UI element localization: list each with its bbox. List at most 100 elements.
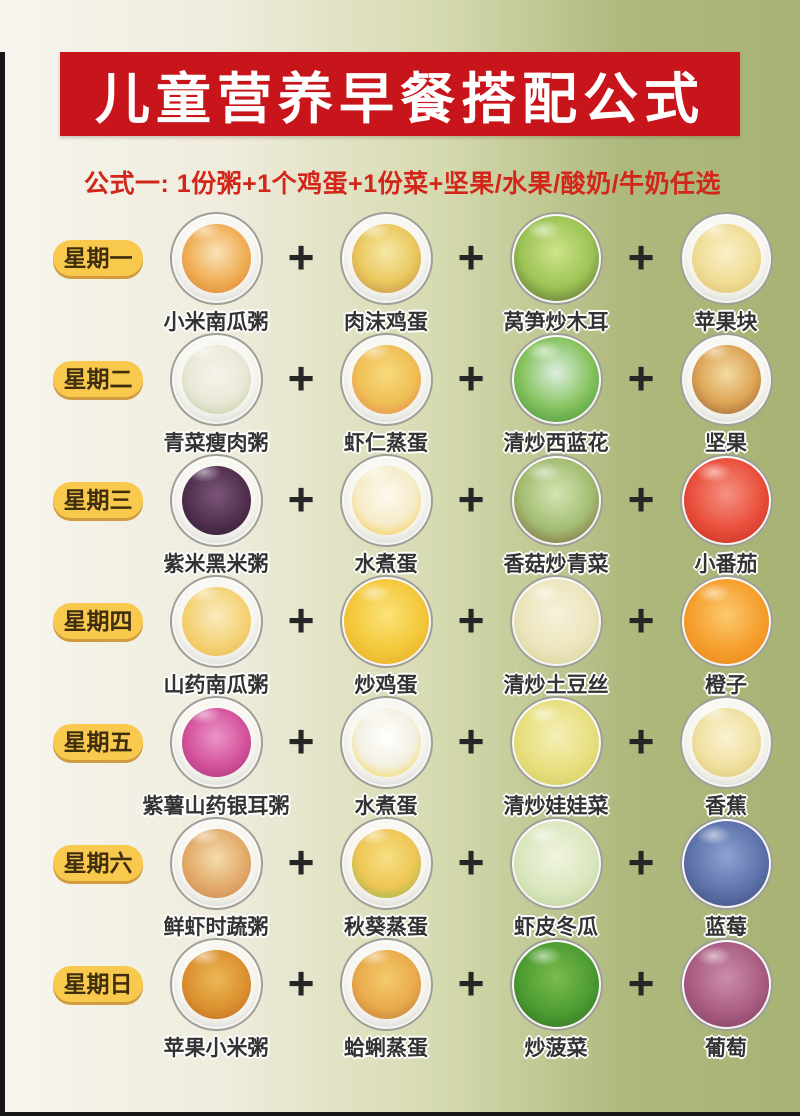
stir-fried-spinach-photo (509, 938, 603, 1031)
plus-sign: + (627, 473, 655, 525)
food-label: 蓝莓 (705, 916, 747, 939)
food-item: 清炒西蓝花 (493, 333, 619, 457)
day-badge: 星期二 (53, 361, 143, 397)
plus-sign: + (457, 352, 485, 404)
plus-sign: + (627, 594, 655, 646)
day-badge: 星期五 (53, 724, 143, 760)
plus-sign: + (457, 715, 485, 767)
page-title: 儿童营养早餐搭配公式 (94, 68, 705, 130)
food-item: 坚果 (663, 333, 789, 457)
food-label: 虾皮冬瓜 (514, 916, 598, 939)
plus-sign: + (457, 957, 485, 1009)
food-label: 葡萄 (705, 1037, 747, 1060)
day-foods: 山药南瓜粥 + 炒鸡蛋 + 清炒土豆丝 + 橙子 (153, 575, 789, 699)
food-label: 鲜虾时蔬粥 (163, 916, 269, 939)
food-label: 紫薯山药银耳粥 (142, 795, 290, 818)
food-item: 紫米黑米粥 (153, 454, 279, 578)
day-foods: 青菜瘦肉粥 + 虾仁蒸蛋 + 清炒西蓝花 + 坚果 (153, 333, 789, 457)
food-item: 鲜虾时蔬粥 (153, 817, 279, 941)
mushroom-greens-stirfry-photo (509, 454, 603, 547)
food-label: 小米南瓜粥 (163, 311, 269, 334)
plus-sign: + (287, 594, 315, 646)
purple-black-rice-congee-photo (169, 454, 263, 547)
day-row: 星期日 苹果小米粥 + 蛤蜊蒸蛋 + 炒菠菜 + 葡萄 (5, 938, 800, 1062)
food-item: 秋葵蒸蛋 (323, 817, 449, 941)
food-label: 坚果 (705, 432, 747, 455)
scrambled-eggs-food (343, 579, 429, 664)
day-foods: 苹果小米粥 + 蛤蜊蒸蛋 + 炒菠菜 + 葡萄 (153, 938, 789, 1062)
food-label: 炒鸡蛋 (354, 674, 418, 697)
day-row: 星期二 青菜瘦肉粥 + 虾仁蒸蛋 + 清炒西蓝花 + 坚果 (5, 333, 800, 457)
stir-fried-broccoli-food (513, 337, 599, 422)
baby-cabbage-stirfry-food (513, 700, 599, 785)
yam-pumpkin-congee-photo (169, 575, 263, 668)
cherry-tomatoes-photo (679, 454, 773, 547)
mixed-nuts-food (691, 345, 761, 414)
plus-sign: + (287, 715, 315, 767)
food-label: 肉沫鸡蛋 (344, 311, 428, 334)
blueberries-photo (679, 817, 773, 910)
grapes-photo (679, 938, 773, 1031)
day-foods: 小米南瓜粥 + 肉沫鸡蛋 + 莴笋炒木耳 + 苹果块 (153, 212, 789, 336)
boiled-egg-halves-food (351, 708, 421, 777)
food-item: 虾仁蒸蛋 (323, 333, 449, 457)
plus-sign: + (627, 836, 655, 888)
food-label: 秋葵蒸蛋 (344, 916, 428, 939)
week-rows: 星期一 小米南瓜粥 + 肉沫鸡蛋 + 莴笋炒木耳 + 苹果块 星期二 青菜瘦肉粥 + 虾仁蒸蛋 +… (5, 212, 800, 1062)
greens-lean-pork-congee-photo (169, 333, 263, 426)
plus-sign: + (627, 231, 655, 283)
day-row: 星期三 紫米黑米粥 + 水煮蛋 + 香菇炒青菜 + 小番茄 (5, 454, 800, 578)
apple-chunks-food (691, 224, 761, 293)
food-label: 清炒娃娃菜 (503, 795, 609, 818)
food-label: 青菜瘦肉粥 (163, 432, 269, 455)
grapes-food (683, 942, 769, 1027)
day-badge: 星期四 (53, 603, 143, 639)
food-label: 虾仁蒸蛋 (344, 432, 428, 455)
food-item: 蛤蜊蒸蛋 (323, 938, 449, 1062)
food-item: 清炒土豆丝 (493, 575, 619, 699)
food-label: 小番茄 (694, 553, 758, 576)
day-badge: 星期六 (53, 845, 143, 881)
apple-chunks-photo (679, 212, 773, 305)
blueberries-food (683, 821, 769, 906)
scrambled-eggs-photo (339, 575, 433, 668)
plus-sign: + (287, 473, 315, 525)
food-item: 莴笋炒木耳 (493, 212, 619, 336)
millet-pumpkin-porridge-food (181, 224, 251, 293)
shredded-potato-stirfry-food (513, 579, 599, 664)
shrimp-vegetable-congee-food (181, 829, 251, 898)
stir-fried-spinach-food (513, 942, 599, 1027)
food-item: 紫薯山药银耳粥 (143, 696, 290, 820)
mixed-nuts-photo (679, 333, 773, 426)
shrimp-steamed-egg-photo (339, 333, 433, 426)
food-item: 肉沫鸡蛋 (323, 212, 449, 336)
plus-sign: + (627, 352, 655, 404)
okra-steamed-egg-food (351, 829, 421, 898)
day-foods: 紫薯山药银耳粥 + 水煮蛋 + 清炒娃娃菜 + 香蕉 (143, 696, 789, 820)
plus-sign: + (287, 352, 315, 404)
shrimp-vegetable-congee-photo (169, 817, 263, 910)
minced-pork-steamed-egg-food (351, 224, 421, 293)
food-item: 炒鸡蛋 (323, 575, 449, 699)
food-label: 苹果块 (694, 311, 758, 334)
winter-melon-dried-shrimp-photo (509, 817, 603, 910)
day-row: 星期五 紫薯山药银耳粥 + 水煮蛋 + 清炒娃娃菜 + 香蕉 (5, 696, 800, 820)
food-item: 水煮蛋 (323, 454, 449, 578)
day-badge: 星期一 (53, 240, 143, 276)
banana-slices-food (691, 708, 761, 777)
food-item: 清炒娃娃菜 (493, 696, 619, 820)
yam-pumpkin-congee-food (181, 587, 251, 656)
stir-fried-broccoli-photo (509, 333, 603, 426)
orange-slices-food (683, 579, 769, 664)
food-label: 清炒西蓝花 (503, 432, 609, 455)
food-item: 虾皮冬瓜 (493, 817, 619, 941)
food-label: 莴笋炒木耳 (503, 311, 609, 334)
day-row: 星期六 鲜虾时蔬粥 + 秋葵蒸蛋 + 虾皮冬瓜 + 蓝莓 (5, 817, 800, 941)
food-item: 青菜瘦肉粥 (153, 333, 279, 457)
day-badge: 星期三 (53, 482, 143, 518)
okra-steamed-egg-photo (339, 817, 433, 910)
celtuce-wood-ear-stirfry-food (513, 216, 599, 301)
food-label: 香菇炒青菜 (503, 553, 609, 576)
food-item: 苹果小米粥 (153, 938, 279, 1062)
page-title-banner: 儿童营养早餐搭配公式 (60, 52, 740, 136)
